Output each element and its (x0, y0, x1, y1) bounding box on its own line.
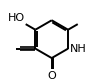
Text: HO: HO (8, 13, 25, 23)
Text: O: O (47, 71, 56, 81)
Text: NH: NH (70, 44, 87, 54)
